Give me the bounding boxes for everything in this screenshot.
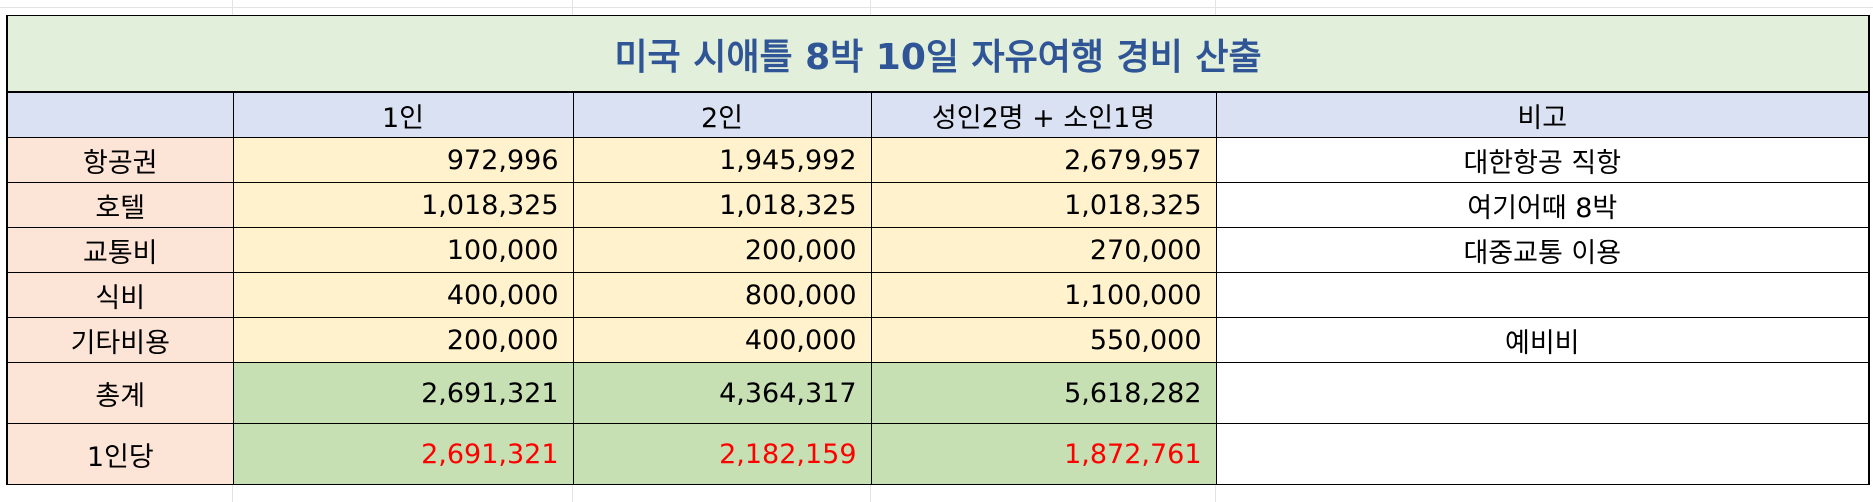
cell-two-persons[interactable]: 200,000 [572, 227, 872, 273]
cell-one-person[interactable]: 1,018,325 [232, 182, 574, 228]
total-family[interactable]: 5,618,282 [870, 362, 1217, 424]
table-row: 항공권 972,996 1,945,992 2,679,957 대한항공 직항 [6, 137, 1871, 183]
cell-note[interactable]: 여기어때 8박 [1215, 182, 1871, 228]
cell-note[interactable]: 대중교통 이용 [1215, 227, 1871, 273]
cell-two-persons[interactable]: 1,945,992 [572, 137, 872, 183]
table-row: 식비 400,000 800,000 1,100,000 [6, 272, 1871, 318]
header-cell-one-person[interactable]: 1인 [232, 91, 574, 138]
row-label[interactable]: 교통비 [6, 227, 234, 273]
header-cell-note[interactable]: 비고 [1215, 91, 1871, 138]
table-row: 교통비 100,000 200,000 270,000 대중교통 이용 [6, 227, 1871, 273]
cell-one-person[interactable]: 100,000 [232, 227, 574, 273]
row-label[interactable]: 기타비용 [6, 317, 234, 363]
per-person-one[interactable]: 2,691,321 [232, 423, 574, 485]
per-person-row: 1인당 2,691,321 2,182,159 1,872,761 [6, 423, 1871, 485]
cell-two-persons[interactable]: 400,000 [572, 317, 872, 363]
gridline [0, 7, 1873, 8]
total-note[interactable] [1215, 362, 1871, 424]
cell-family[interactable]: 550,000 [870, 317, 1217, 363]
per-person-note[interactable] [1215, 423, 1871, 485]
cell-note[interactable]: 대한항공 직항 [1215, 137, 1871, 183]
per-person-two[interactable]: 2,182,159 [572, 423, 872, 485]
cell-family[interactable]: 1,100,000 [870, 272, 1217, 318]
cell-note[interactable] [1215, 272, 1871, 318]
table-title[interactable]: 미국 시애틀 8박 10일 자유여행 경비 산출 [5, 15, 1871, 93]
total-two-persons[interactable]: 4,364,317 [572, 362, 872, 424]
cell-two-persons[interactable]: 1,018,325 [572, 182, 872, 228]
header-cell-two-persons[interactable]: 2인 [572, 91, 872, 138]
table-row: 기타비용 200,000 400,000 550,000 예비비 [6, 317, 1871, 363]
cell-one-person[interactable]: 972,996 [232, 137, 574, 183]
travel-budget-table: 미국 시애틀 8박 10일 자유여행 경비 산출 1인 2인 성인2명 + 소인… [5, 15, 1871, 485]
header-cell-family[interactable]: 성인2명 + 소인1명 [870, 91, 1217, 138]
cell-two-persons[interactable]: 800,000 [572, 272, 872, 318]
cell-family[interactable]: 2,679,957 [870, 137, 1217, 183]
row-label[interactable]: 호텔 [6, 182, 234, 228]
total-one-person[interactable]: 2,691,321 [232, 362, 574, 424]
cell-one-person[interactable]: 200,000 [232, 317, 574, 363]
cell-one-person[interactable]: 400,000 [232, 272, 574, 318]
row-label[interactable]: 식비 [6, 272, 234, 318]
per-person-family[interactable]: 1,872,761 [870, 423, 1217, 485]
header-cell-blank[interactable] [6, 91, 234, 138]
header-row: 1인 2인 성인2명 + 소인1명 비고 [6, 91, 1871, 138]
per-person-label[interactable]: 1인당 [6, 423, 234, 485]
cell-family[interactable]: 270,000 [870, 227, 1217, 273]
cell-note[interactable]: 예비비 [1215, 317, 1871, 363]
row-label[interactable]: 항공권 [6, 137, 234, 183]
total-row: 총계 2,691,321 4,364,317 5,618,282 [6, 362, 1871, 424]
cell-family[interactable]: 1,018,325 [870, 182, 1217, 228]
table-row: 호텔 1,018,325 1,018,325 1,018,325 여기어때 8박 [6, 182, 1871, 228]
total-label[interactable]: 총계 [6, 362, 234, 424]
